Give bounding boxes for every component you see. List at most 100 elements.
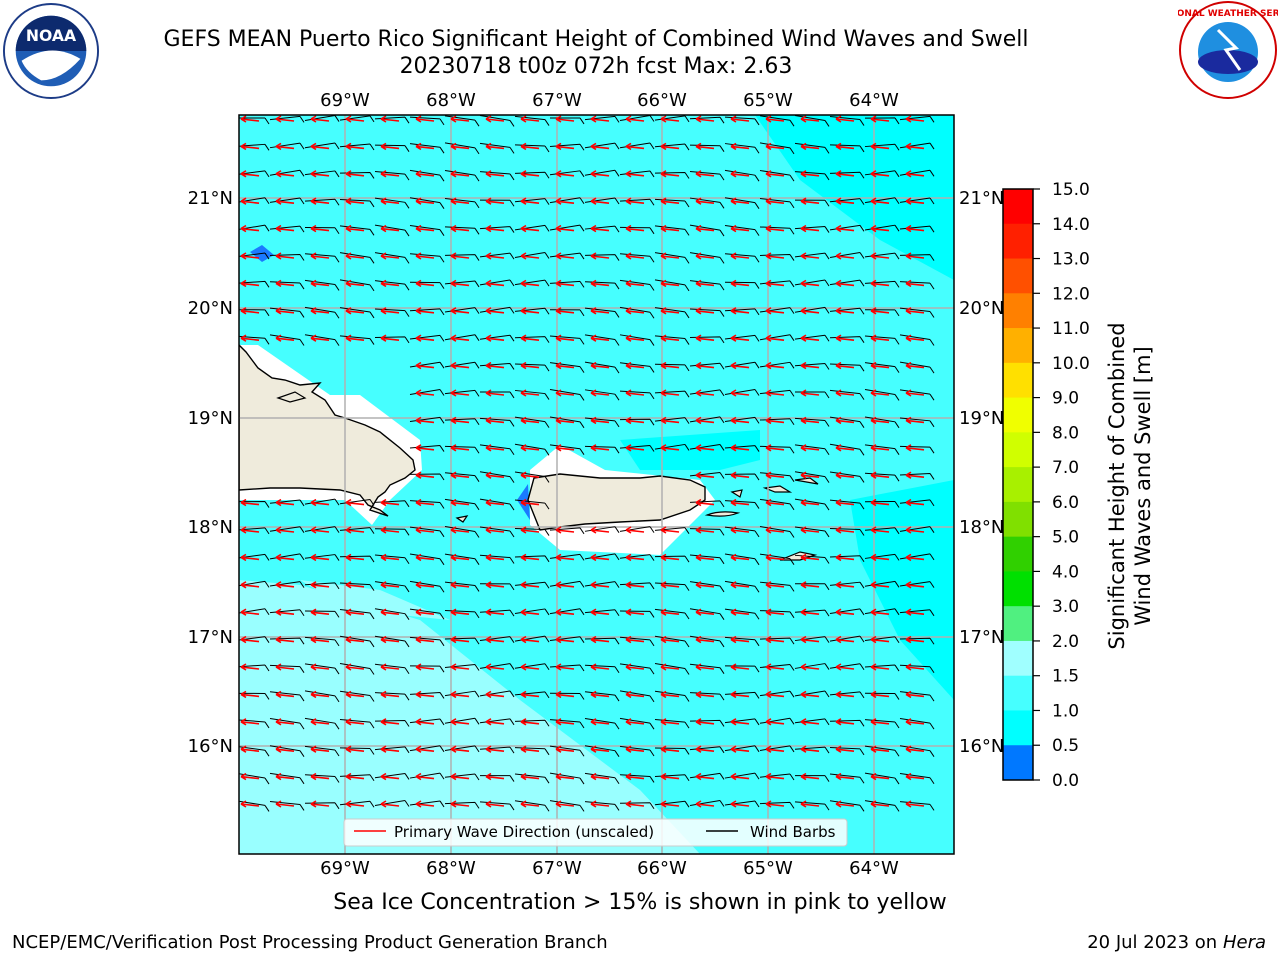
wave-direction-arrow [345, 252, 365, 260]
lon-label-top: 67°W [532, 90, 582, 111]
wave-direction-arrow [555, 142, 575, 151]
wind-barb [584, 142, 620, 150]
wind-barb [339, 252, 375, 264]
wind-barb [444, 553, 480, 565]
wind-barb [759, 472, 795, 482]
wind-barb [829, 144, 865, 153]
wave-direction-arrow [345, 279, 365, 288]
wave-direction-arrow [380, 608, 400, 616]
wind-barb [584, 225, 620, 233]
noaa-logo-text: NOAA [26, 26, 77, 45]
wave-direction-arrow [835, 690, 855, 699]
wind-barb [689, 581, 725, 593]
wind-barb [339, 307, 375, 319]
wave-direction-arrow [485, 471, 505, 479]
wind-barb [759, 226, 795, 235]
wind-barb [339, 582, 375, 591]
wind-barb [269, 307, 305, 318]
wave-direction-arrow [275, 663, 295, 671]
wave-direction-arrow [520, 745, 540, 753]
wave-direction-arrow [485, 252, 505, 260]
wave-direction-arrow [695, 745, 715, 753]
sea-ice-note: Sea Ice Concentration > 15% is shown in … [333, 890, 947, 915]
wind-barb [864, 444, 900, 455]
lat-label-left: 21°N [188, 188, 233, 209]
wind-barb [479, 554, 515, 564]
wave-direction-arrow [835, 197, 855, 205]
wave-direction-arrow [415, 526, 435, 534]
wave-direction-arrow [765, 444, 785, 452]
wave-direction-arrow [485, 800, 505, 808]
wind-barb [409, 281, 445, 289]
wave-direction-arrow [590, 663, 610, 671]
wind-barb [514, 719, 550, 727]
wind-barb [479, 199, 515, 207]
wave-direction-arrow [800, 142, 820, 151]
wave-direction-arrow [450, 197, 470, 205]
wind-barb [899, 445, 935, 454]
wind-barb [304, 717, 340, 730]
wave-direction-arrow [450, 635, 470, 644]
wind-barb [339, 555, 375, 563]
wave-direction-arrow [835, 745, 855, 753]
wave-direction-arrow [730, 581, 750, 589]
wind-barb [864, 608, 900, 616]
wave-direction-arrow [905, 142, 925, 151]
wave-direction-arrow [730, 608, 750, 616]
wind-barb [339, 143, 375, 151]
wind-barb [444, 226, 480, 235]
wave-direction-arrow [310, 224, 330, 233]
wind-barb [479, 801, 515, 811]
nws-logo-text: NATIONAL WEATHER SERVICE [1178, 9, 1278, 19]
wave-direction-arrow [345, 115, 365, 123]
wave-direction-arrow [905, 690, 925, 699]
wave-direction-arrow [415, 745, 435, 753]
wind-barb [374, 746, 410, 754]
wave-direction-arrow [380, 745, 400, 753]
wave-direction-arrow [485, 663, 505, 671]
wave-direction-arrow [870, 142, 890, 151]
wave-direction-arrow [870, 800, 890, 808]
wave-direction-arrow [345, 526, 365, 534]
wave-direction-arrow [485, 718, 505, 726]
wave-direction-arrow [660, 142, 680, 151]
wave-direction-arrow [555, 252, 575, 260]
wind-barb [654, 747, 690, 755]
colorbar-cell [1003, 293, 1033, 329]
wind-barb [269, 664, 305, 673]
wave-direction-arrow [310, 197, 330, 205]
wind-barb [864, 170, 900, 178]
colorbar-cell [1003, 640, 1033, 677]
wind-barb [549, 362, 585, 373]
wave-direction-arrow [660, 334, 680, 342]
wave-direction-arrow [275, 635, 295, 644]
wind-barb [584, 254, 620, 261]
wind-barb [899, 691, 935, 702]
wave-direction-arrow [765, 252, 785, 260]
wave-direction-arrow [520, 553, 540, 562]
lat-label-right: 21°N [959, 188, 1004, 209]
wind-barb [374, 663, 410, 675]
wind-barb [479, 663, 515, 670]
wind-barb [794, 417, 830, 427]
wind-barb [584, 691, 620, 702]
wave-direction-arrow [695, 800, 715, 808]
virgin-island [794, 477, 819, 485]
wave-direction-arrow [800, 498, 820, 507]
lat-label-right: 20°N [959, 298, 1004, 319]
wave-direction-arrow [660, 361, 680, 370]
wave-direction-arrow [450, 663, 470, 671]
wave-direction-arrow [905, 307, 925, 315]
wind-barb [654, 582, 690, 591]
wind-barb [759, 418, 795, 426]
wind-barb [829, 198, 865, 205]
wave-direction-arrow [695, 279, 715, 288]
wave-direction-arrow [730, 663, 750, 671]
wind-barb [304, 690, 340, 703]
wave-direction-arrow [310, 718, 330, 726]
wave-direction-arrow [380, 224, 400, 233]
wind-barb [689, 663, 725, 674]
wind-barb [514, 416, 550, 428]
wind-barb [584, 307, 620, 318]
wave-direction-arrow [415, 581, 435, 589]
